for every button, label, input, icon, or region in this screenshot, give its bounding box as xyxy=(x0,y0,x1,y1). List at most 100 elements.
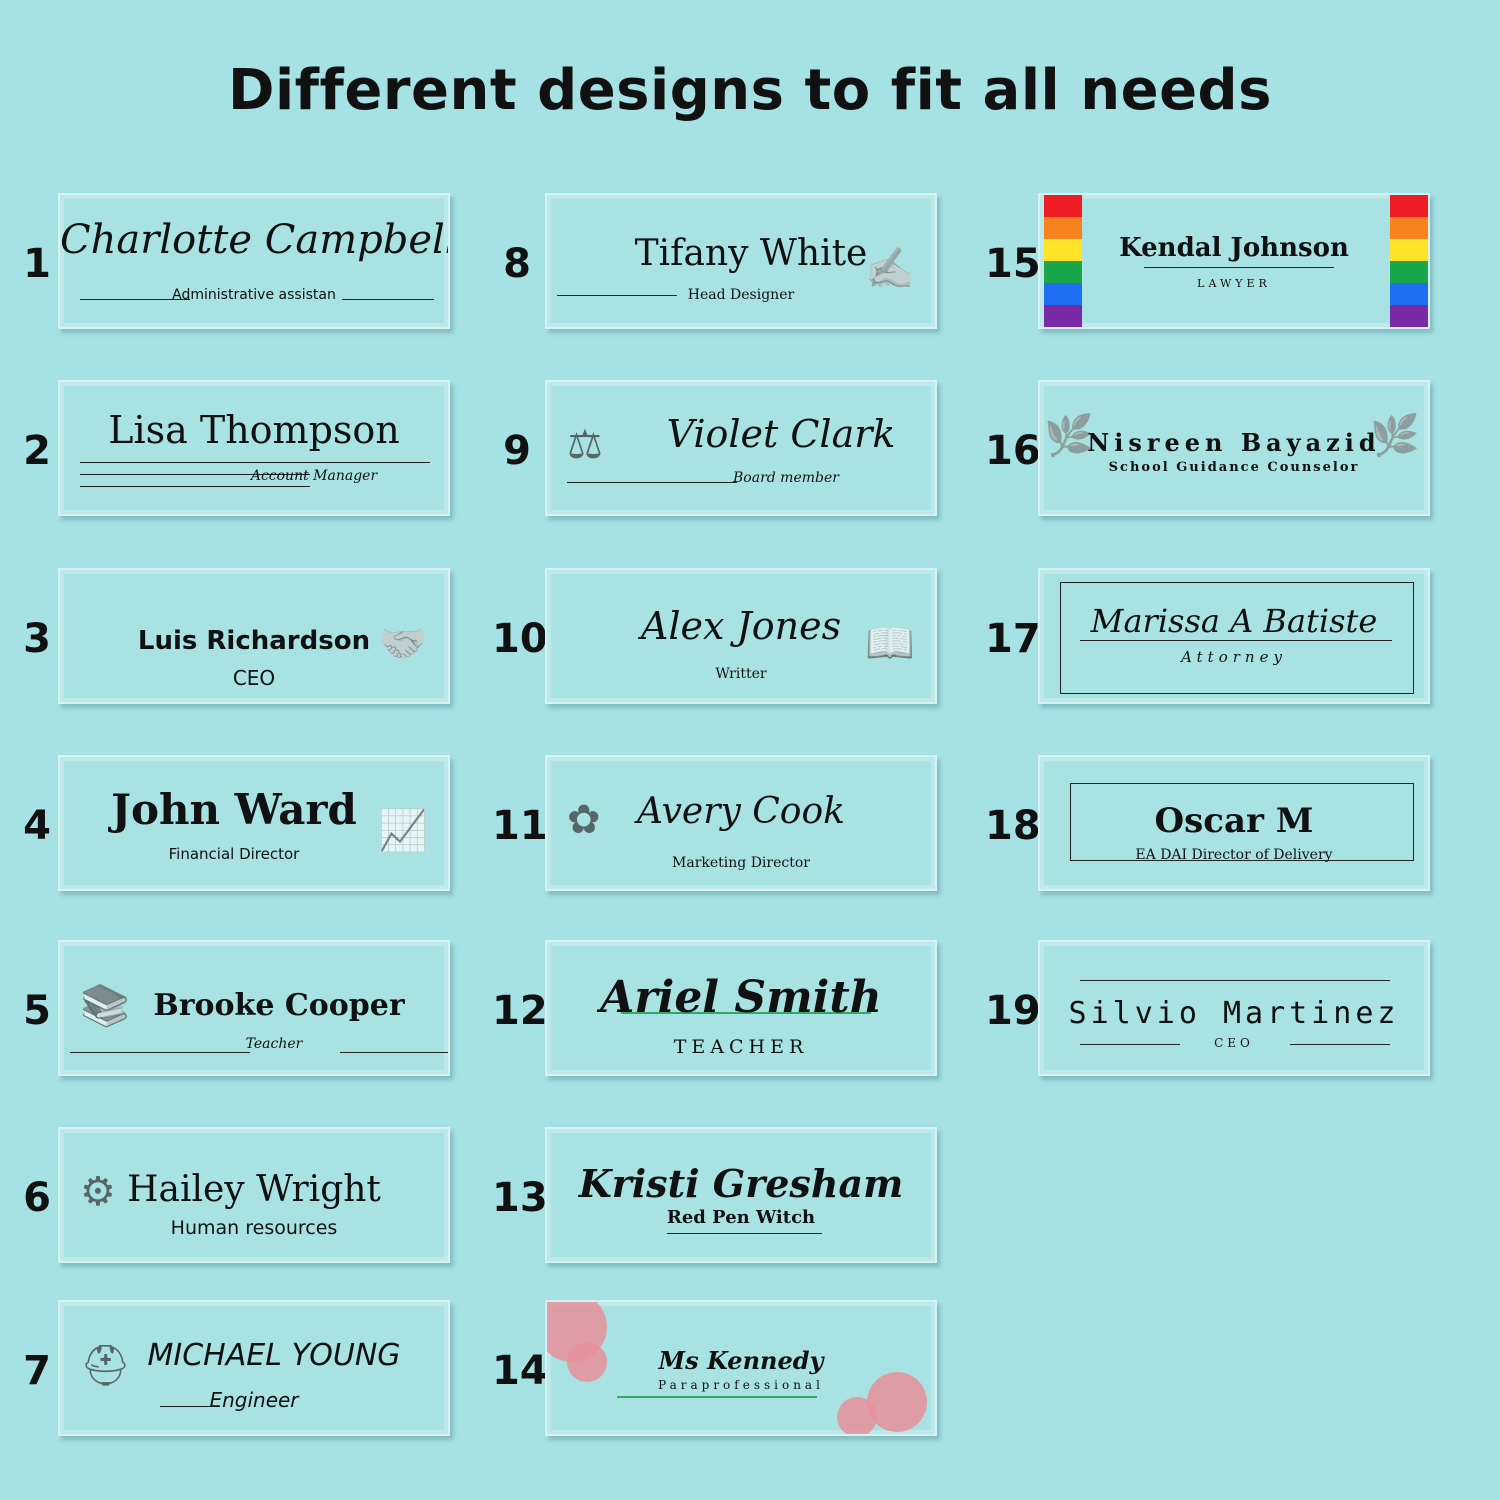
plate-number: 4 xyxy=(23,803,51,849)
nameplate-option[interactable]: Ms Kennedy Paraprofessional xyxy=(545,1300,937,1436)
decorative-frame xyxy=(1070,783,1414,861)
divider-line xyxy=(667,1233,822,1234)
divider-line xyxy=(80,474,310,475)
nameplate-option[interactable]: ⚖ Violet Clark Board member xyxy=(545,380,937,516)
divider-line xyxy=(160,1406,220,1407)
plate-title: Teacher xyxy=(245,1036,303,1052)
divider-line xyxy=(1080,980,1390,981)
plate-title: Paraprofessional xyxy=(658,1378,824,1392)
plate-title: Red Pen Witch xyxy=(666,1207,816,1228)
plate-title: Financial Director xyxy=(168,845,300,863)
plate-name: MICHAEL YOUNG xyxy=(147,1338,401,1373)
plate-title: Engineer xyxy=(209,1388,299,1412)
flower-icon: ✿ xyxy=(567,798,601,842)
nameplate-option[interactable]: Oscar M EA DAI Director of Delivery xyxy=(1038,755,1430,891)
plate-name: Ariel Smith xyxy=(600,972,882,1023)
nameplate-option[interactable]: ⚙ Hailey Wright Human resources xyxy=(58,1127,450,1263)
handshake-icon: 🤝 xyxy=(378,622,428,666)
nameplate-option[interactable]: Charlotte Campbell Administrative assista… xyxy=(58,193,450,329)
plate-name: Charlotte Campbell xyxy=(60,217,450,263)
plate-name: Avery Cook xyxy=(637,791,845,832)
rainbow-stripe xyxy=(1044,195,1082,327)
divider-line xyxy=(80,299,190,300)
nameplate-option[interactable]: Lisa Thompson Account Manager xyxy=(58,380,450,516)
plate-name: Violet Clark xyxy=(666,412,896,456)
plate-name: Marissa A Batiste xyxy=(1090,602,1378,640)
plate-number: 17 xyxy=(985,616,1041,662)
plate-name: Luis Richardson xyxy=(137,626,371,656)
plate-title: LAWYER xyxy=(1197,277,1271,290)
leaf-branch-icon: 🌿 xyxy=(1370,414,1420,458)
nameplate-option[interactable]: 🤝 Luis Richardson CEO xyxy=(58,568,450,704)
plate-title: Account Manager xyxy=(250,468,378,484)
divider-line xyxy=(557,295,677,296)
hand-pen-icon: ✍ xyxy=(865,247,915,291)
divider-line xyxy=(567,482,737,483)
nameplate-option[interactable]: Marissa A Batiste Attorney xyxy=(1038,568,1430,704)
plate-title: Human resources xyxy=(170,1217,338,1239)
hard-hat-icon: ⛑ xyxy=(80,1344,131,1388)
nameplate-option[interactable]: 🌿 🌿 Nisreen Bayazid School Guidance Counsel… xyxy=(1038,380,1430,516)
plate-number: 8 xyxy=(503,241,531,287)
nameplate-option[interactable]: ✿ Avery Cook Marketing Director xyxy=(545,755,937,891)
plate-name: Kendal Johnson xyxy=(1119,233,1349,263)
plate-title: Attorney xyxy=(1181,648,1287,666)
plate-name: Kristi Gresham xyxy=(578,1161,904,1206)
plate-name: Lisa Thompson xyxy=(108,408,400,452)
plate-number: 14 xyxy=(492,1348,548,1394)
divider-line xyxy=(1080,640,1392,641)
divider-line xyxy=(340,1052,448,1053)
plate-name: Nisreen Bayazid xyxy=(1087,428,1381,457)
flower-decoration xyxy=(867,1372,927,1432)
plate-name: Ms Kennedy xyxy=(658,1346,824,1375)
book-icon: 📖 xyxy=(865,622,915,666)
plate-title: Head Designer xyxy=(687,287,795,303)
divider-line xyxy=(70,1052,250,1053)
accent-line xyxy=(621,1012,871,1014)
divider-line xyxy=(1144,267,1334,268)
plate-number: 3 xyxy=(23,616,51,662)
plate-name: Tifany White xyxy=(634,233,868,274)
divider-line xyxy=(80,486,310,487)
plate-title: EA DAI Director of Delivery xyxy=(1135,847,1333,863)
plate-number: 19 xyxy=(985,988,1041,1034)
plate-name: Oscar M xyxy=(1154,801,1314,841)
nameplate-option[interactable]: ⛑ MICHAEL YOUNG Engineer xyxy=(58,1300,450,1436)
plate-name: Brooke Cooper xyxy=(153,988,405,1023)
flower-decoration xyxy=(837,1397,877,1434)
plate-title: Board member xyxy=(733,470,839,486)
plate-title: Marketing Director xyxy=(672,855,810,871)
growth-chart-icon: 📈 xyxy=(378,809,428,853)
nameplate-option[interactable]: 📚 Brooke Cooper Teacher xyxy=(58,940,450,1076)
plate-number: 5 xyxy=(23,988,51,1034)
nameplate-option[interactable]: Ariel Smith TEACHER xyxy=(545,940,937,1076)
plate-number: 9 xyxy=(503,428,531,474)
nameplate-option[interactable]: Silvio Martinez CEO xyxy=(1038,940,1430,1076)
plate-number: 18 xyxy=(985,803,1041,849)
plate-number: 1 xyxy=(23,241,51,287)
plate-number: 11 xyxy=(492,803,548,849)
nameplate-option[interactable]: Kendal Johnson LAWYER xyxy=(1038,193,1430,329)
scales-icon: ⚖ xyxy=(567,423,603,467)
divider-line xyxy=(80,462,430,463)
plate-title: TEACHER xyxy=(673,1036,809,1058)
plate-name: John Ward xyxy=(111,785,357,834)
plate-title: Writter xyxy=(715,666,767,682)
people-gear-icon: ⚙ xyxy=(80,1170,116,1214)
plate-title: CEO xyxy=(1214,1036,1254,1050)
divider-line xyxy=(1080,1044,1180,1045)
decorative-frame xyxy=(1060,582,1414,694)
flower-decoration xyxy=(567,1342,607,1382)
plate-number: 15 xyxy=(985,241,1041,287)
plate-number: 16 xyxy=(985,428,1041,474)
plate-title: CEO xyxy=(232,666,276,690)
plate-name: Hailey Wright xyxy=(127,1169,381,1210)
plate-title: School Guidance Counselor xyxy=(1108,460,1360,475)
nameplate-option[interactable]: 📈 John Ward Financial Director xyxy=(58,755,450,891)
nameplate-option[interactable]: ✍ Tifany White Head Designer xyxy=(545,193,937,329)
plate-title: Administrative assistan xyxy=(172,287,336,303)
nameplate-option[interactable]: 📖 Alex Jones Writter xyxy=(545,568,937,704)
plate-name: Silvio Martinez xyxy=(1068,996,1400,1031)
leaf-branch-icon: 🌿 xyxy=(1044,414,1094,458)
nameplate-option[interactable]: Kristi Gresham Red Pen Witch xyxy=(545,1127,937,1263)
